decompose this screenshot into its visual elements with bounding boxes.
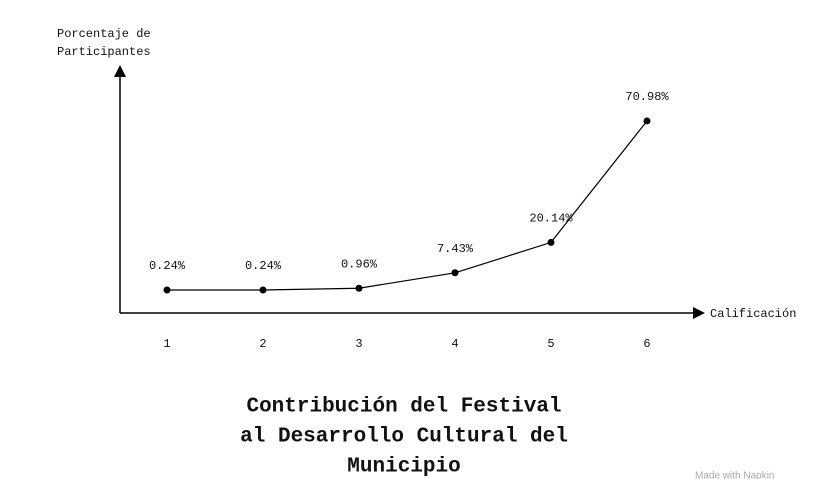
x-tick-label: 3 [355, 337, 362, 351]
chart-title: Contribución del Festival [246, 396, 561, 419]
data-point [355, 284, 363, 292]
data-label: 20.14% [529, 212, 573, 226]
data-point [547, 238, 555, 246]
x-tick-label: 2 [259, 337, 266, 351]
data-label: 0.24% [245, 259, 282, 273]
x-tick-label: 4 [451, 337, 458, 351]
x-tick-label: 1 [163, 337, 170, 351]
x-tick-label: 6 [643, 337, 650, 351]
data-point [451, 269, 459, 277]
y-axis-label: Porcentaje de [57, 27, 151, 41]
data-point [259, 286, 267, 294]
data-label: 7.43% [437, 242, 474, 256]
watermark: Made with Napkin [695, 471, 774, 479]
data-label: 0.96% [341, 257, 378, 271]
x-axis-label: Calificación [710, 307, 796, 321]
chart-title: Municipio [347, 456, 460, 479]
x-tick-label: 5 [547, 337, 554, 351]
data-label: 0.24% [149, 259, 186, 273]
data-line [167, 120, 648, 291]
y-axis-label: Participantes [57, 45, 151, 59]
data-point [163, 286, 171, 294]
data-point [643, 117, 651, 125]
chart-title: al Desarrollo Cultural del [240, 426, 568, 449]
data-label: 70.98% [625, 90, 669, 104]
